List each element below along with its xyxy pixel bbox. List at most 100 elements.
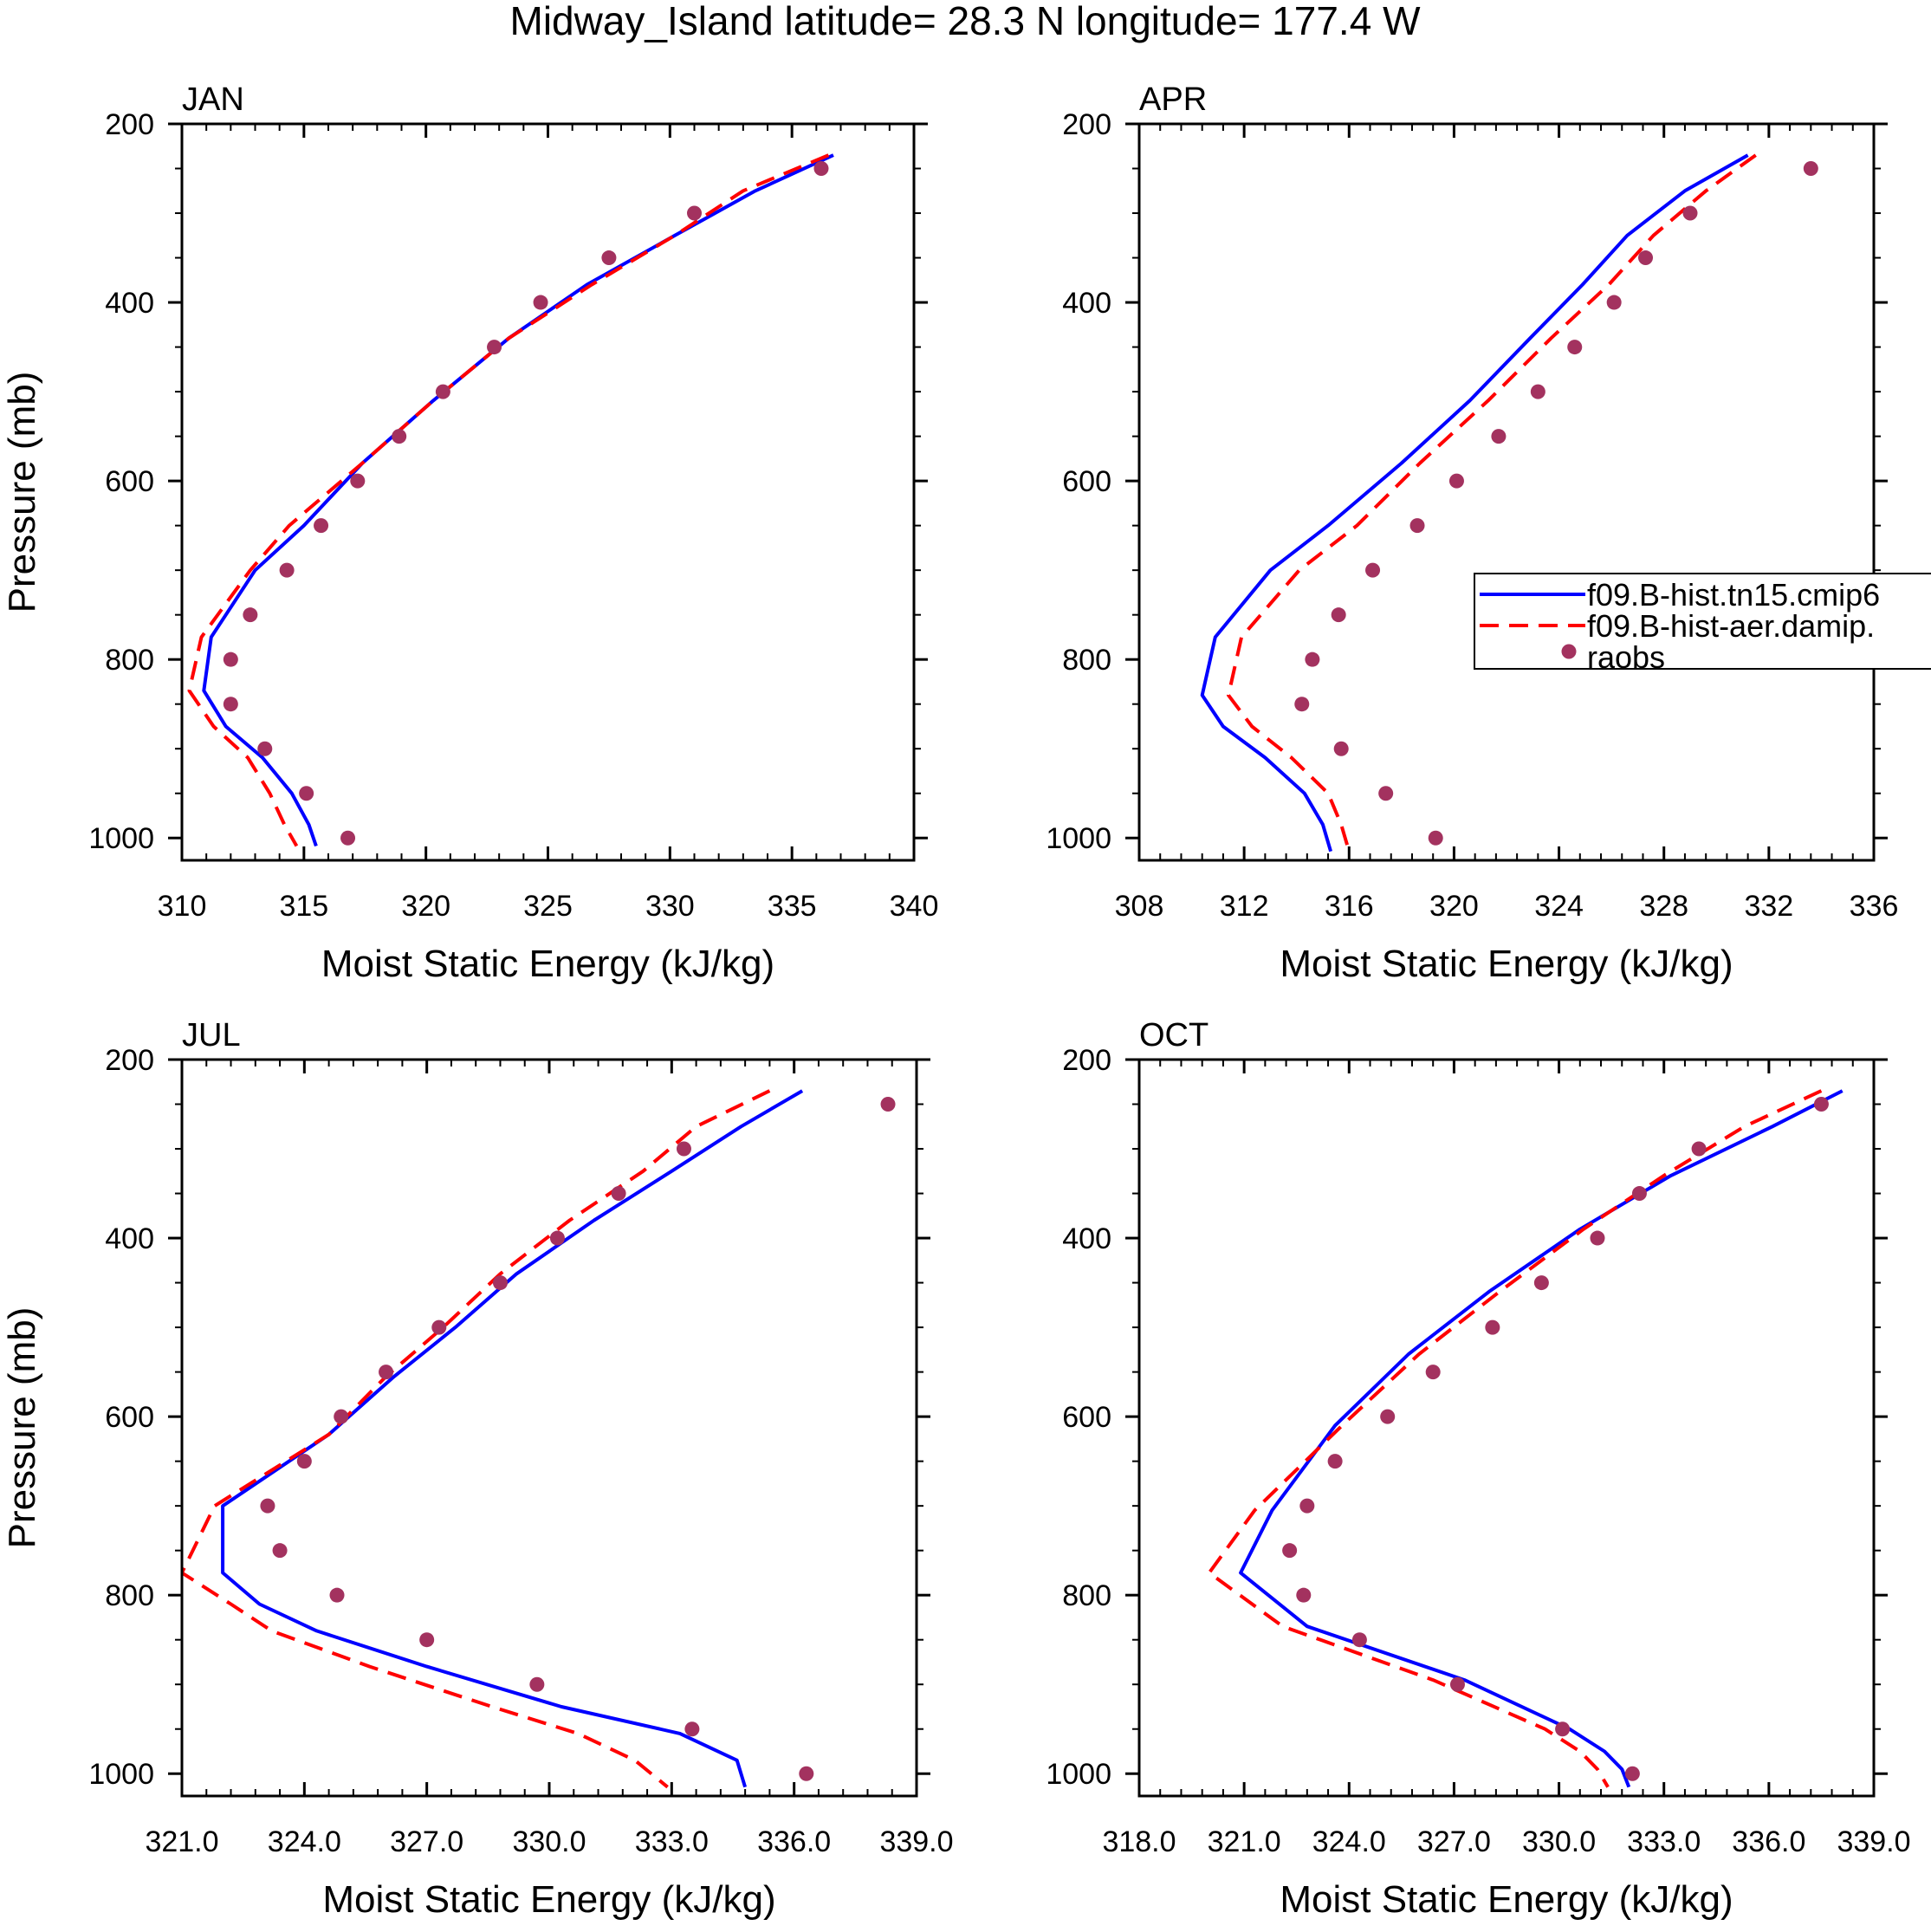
raobs-point <box>676 1141 691 1157</box>
y-tick-label: 200 <box>1062 108 1111 141</box>
raobs-point <box>1533 1275 1549 1291</box>
raobs-point <box>1638 250 1654 266</box>
raobs-point <box>431 1319 447 1335</box>
x-tick-label: 327.0 <box>1417 1825 1491 1858</box>
y-tick-label: 200 <box>1062 1044 1111 1077</box>
raobs-point <box>601 250 617 266</box>
x-tick-label: 321.0 <box>1208 1825 1281 1858</box>
raobs-point <box>1294 697 1310 712</box>
raobs-point <box>223 697 238 712</box>
x-tick-label: 318.0 <box>1102 1825 1176 1858</box>
raobs-point <box>1425 1365 1441 1380</box>
y-tick-label: 600 <box>1062 1401 1111 1434</box>
raobs-point <box>1448 473 1464 489</box>
raobs-point <box>1567 340 1583 355</box>
raobs-point <box>529 1676 545 1692</box>
legend: f09.B-hist.tn15.cmip6f09.B-hist-aer.dami… <box>1474 573 1931 675</box>
x-tick-label: 328 <box>1639 890 1688 923</box>
x-tick-label: 335 <box>768 890 817 923</box>
raobs-point <box>329 1587 345 1603</box>
raobs-point <box>279 562 295 578</box>
raobs-point <box>1682 205 1698 221</box>
raobs-point <box>1631 1186 1647 1202</box>
panel-title: JAN <box>182 81 244 118</box>
raobs-point <box>296 1454 312 1469</box>
x-tick-label: 320 <box>1429 890 1479 923</box>
raobs-point <box>272 1543 288 1559</box>
raobs-point <box>1365 562 1381 578</box>
raobs-point <box>1813 1097 1829 1112</box>
plot-area <box>187 153 834 847</box>
raobs-point <box>549 1230 565 1246</box>
raobs-point <box>1282 1543 1298 1559</box>
series-hist-line <box>202 153 834 847</box>
raobs-point <box>1485 1319 1500 1335</box>
series-hist-line <box>221 1089 804 1788</box>
plot-area <box>182 1089 896 1789</box>
raobs-point <box>684 1721 700 1737</box>
raobs-point <box>1296 1587 1312 1603</box>
x-tick-label: 325 <box>523 890 573 923</box>
legend-box <box>1474 573 1931 670</box>
x-tick-label: 336 <box>1850 890 1899 923</box>
legend-label: f09.B-hist.tn15.cmip6 <box>1587 577 1880 613</box>
x-tick-label: 336.0 <box>757 1825 831 1858</box>
raobs-point <box>392 429 407 444</box>
raobs-point <box>260 1498 275 1514</box>
raobs-point <box>1691 1141 1707 1157</box>
raobs-point <box>223 652 238 667</box>
raobs-point <box>1378 786 1394 801</box>
y-tick-label: 200 <box>105 1044 154 1077</box>
x-tick-label: 324 <box>1534 890 1584 923</box>
panel-title: APR <box>1139 81 1207 118</box>
raobs-point <box>799 1766 814 1781</box>
y-tick-label: 1000 <box>88 1758 154 1791</box>
raobs-point <box>1305 652 1320 667</box>
plot-frame <box>1137 122 1876 862</box>
y-tick-label: 1000 <box>88 822 154 855</box>
x-tick-label: 333.0 <box>1627 1825 1701 1858</box>
raobs-point <box>299 786 314 801</box>
raobs-point <box>435 384 450 399</box>
x-tick-label: 324.0 <box>268 1825 341 1858</box>
raobs-point <box>340 830 356 846</box>
raobs-point <box>611 1186 626 1202</box>
series-aer-line <box>187 153 830 847</box>
panels-group: JAN 310 315 320 325 330 335 340 200 400 600 800 1000… <box>1 81 1931 1921</box>
x-tick-label: 332 <box>1744 890 1793 923</box>
y-tick-label: 800 <box>1062 1579 1111 1612</box>
raobs-point <box>334 1409 349 1424</box>
figure-title: Midway_Island latitude= 28.3 N longitude… <box>510 0 1422 43</box>
raobs-point <box>419 1632 435 1648</box>
raobs-point <box>533 295 548 310</box>
y-tick-label: 800 <box>105 1579 154 1612</box>
x-tick-label: 310 <box>158 890 207 923</box>
y-tick-label: 600 <box>105 1401 154 1434</box>
raobs-point <box>813 161 829 177</box>
y-tick-label: 200 <box>105 108 154 141</box>
panel-apr: APR 308 312 316 320 324 328 332 336 200 400 600 800 1… <box>1046 81 1931 985</box>
series-hist-line <box>1239 1089 1844 1788</box>
x-axis-label: Moist Static Energy (kJ/kg) <box>321 943 774 985</box>
series-aer-line <box>1227 153 1757 853</box>
x-tick-label: 324.0 <box>1312 1825 1386 1858</box>
x-tick-label: 330.0 <box>1522 1825 1596 1858</box>
x-tick-label: 312 <box>1220 890 1269 923</box>
raobs-point <box>1331 607 1346 623</box>
panel-oct: OCT 318.0 321.0 324.0 327.0 330.0 333.0 336.0 33… <box>1046 1017 1910 1921</box>
y-axis-label: Pressure (mb) <box>1 1307 43 1549</box>
y-tick-label: 400 <box>105 287 154 320</box>
legend-swatch-raobs <box>1561 644 1577 659</box>
x-tick-label: 333.0 <box>635 1825 709 1858</box>
raobs-point <box>1606 295 1622 310</box>
raobs-point <box>243 607 258 623</box>
x-tick-label: 339.0 <box>879 1825 953 1858</box>
series-aer-line <box>1207 1089 1823 1788</box>
plot-frame <box>180 1058 918 1798</box>
panel-jan: JAN 310 315 320 325 330 335 340 200 400 600 800 1000… <box>1 81 938 985</box>
raobs-point <box>1380 1409 1396 1424</box>
panel-title: OCT <box>1139 1017 1208 1054</box>
x-axis-label: Moist Static Energy (kJ/kg) <box>322 1878 775 1921</box>
legend-label: raobs <box>1587 639 1665 675</box>
x-tick-label: 339.0 <box>1837 1825 1910 1858</box>
